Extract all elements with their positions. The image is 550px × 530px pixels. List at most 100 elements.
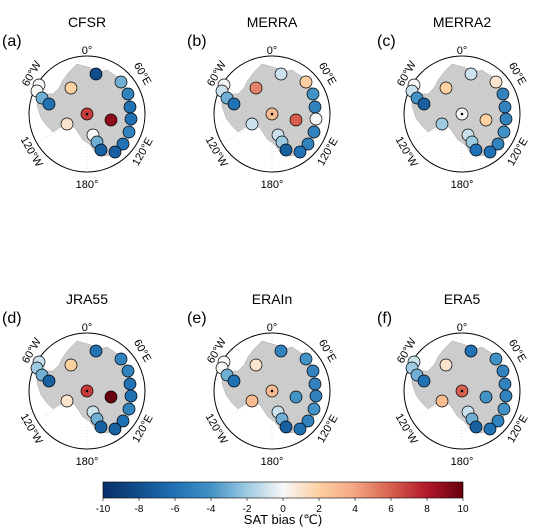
station-marker bbox=[227, 374, 241, 388]
station-marker bbox=[42, 97, 56, 111]
station-marker bbox=[121, 87, 135, 101]
station-marker bbox=[121, 364, 135, 378]
station-marker bbox=[498, 100, 512, 114]
station-marker bbox=[496, 87, 510, 101]
station-marker bbox=[497, 402, 511, 416]
panel-letter: (d) bbox=[2, 310, 22, 327]
station-marker bbox=[496, 364, 510, 378]
station-marker bbox=[464, 344, 478, 358]
station-marker bbox=[249, 81, 263, 95]
station-marker bbox=[249, 358, 263, 372]
station-marker bbox=[491, 414, 505, 428]
longitude-label: 180° bbox=[261, 179, 284, 191]
colorbar-tick-label: -10 bbox=[96, 504, 111, 515]
panel-letter: (b) bbox=[187, 33, 207, 50]
panel-letter: (f) bbox=[377, 310, 392, 327]
colorbar-tick-label: 10 bbox=[457, 504, 469, 515]
station-marker bbox=[464, 67, 478, 81]
station-marker bbox=[108, 145, 122, 159]
station-marker bbox=[307, 125, 321, 139]
panel-title: CFSR bbox=[68, 14, 106, 30]
longitude-label: 180° bbox=[261, 456, 284, 468]
station-marker bbox=[439, 81, 453, 95]
station-marker bbox=[489, 75, 503, 89]
station-marker bbox=[469, 420, 483, 434]
station-marker bbox=[104, 390, 118, 404]
colorbar: -10 -8 -6 -4 -2 0 2 4 6 8 10 SAT bias (℃) bbox=[96, 481, 469, 527]
station-marker bbox=[299, 75, 313, 89]
station-marker bbox=[497, 125, 511, 139]
longitude-label: 0° bbox=[457, 322, 468, 334]
colorbar-ticks: -10 -8 -6 -4 -2 0 2 4 6 8 10 bbox=[96, 498, 469, 515]
station-marker bbox=[306, 364, 320, 378]
south-pole-dot bbox=[85, 112, 89, 116]
station-marker bbox=[123, 377, 137, 391]
colorbar-tick-label: -4 bbox=[207, 504, 216, 515]
south-pole-dot bbox=[85, 389, 89, 393]
south-pole-dot bbox=[270, 112, 274, 116]
colorbar-tick-label: 2 bbox=[316, 504, 322, 515]
longitude-label: 0° bbox=[457, 45, 468, 57]
station-marker bbox=[64, 358, 78, 372]
station-marker bbox=[479, 390, 493, 404]
panel-letter: (e) bbox=[187, 310, 207, 327]
station-marker bbox=[301, 414, 315, 428]
station-marker bbox=[289, 113, 303, 127]
station-marker bbox=[122, 125, 136, 139]
longitude-label: 180° bbox=[451, 179, 474, 191]
station-marker bbox=[498, 377, 512, 391]
south-pole-dot bbox=[270, 389, 274, 393]
station-marker bbox=[299, 352, 313, 366]
station-marker bbox=[94, 420, 108, 434]
colorbar-tick-label: 0 bbox=[280, 504, 286, 515]
station-marker bbox=[309, 389, 323, 403]
panel-title: ERA5 bbox=[444, 291, 481, 307]
station-marker bbox=[279, 143, 293, 157]
station-marker bbox=[89, 67, 103, 81]
panel-title: MERRA bbox=[247, 14, 298, 30]
panel-title: JRA55 bbox=[66, 291, 108, 307]
station-marker bbox=[116, 414, 130, 428]
station-marker bbox=[499, 389, 513, 403]
panel-title: MERRA2 bbox=[433, 14, 492, 30]
station-marker bbox=[274, 344, 288, 358]
longitude-label: 0° bbox=[267, 322, 278, 334]
station-marker bbox=[124, 112, 138, 126]
station-marker bbox=[60, 117, 74, 131]
station-marker bbox=[104, 113, 118, 127]
colorbar-tick-label: 6 bbox=[388, 504, 394, 515]
station-marker bbox=[301, 137, 315, 151]
station-marker bbox=[479, 113, 493, 127]
station-marker bbox=[64, 81, 78, 95]
south-pole-dot bbox=[460, 112, 464, 116]
station-marker bbox=[289, 390, 303, 404]
station-marker bbox=[274, 67, 288, 81]
south-pole-dot bbox=[460, 389, 464, 393]
station-marker bbox=[114, 75, 128, 89]
station-marker bbox=[491, 137, 505, 151]
station-marker bbox=[124, 389, 138, 403]
station-marker bbox=[306, 87, 320, 101]
colorbar-tick-label: 4 bbox=[352, 504, 358, 515]
station-marker bbox=[483, 145, 497, 159]
colorbar-tick-label: -2 bbox=[243, 504, 252, 515]
station-marker bbox=[469, 143, 483, 157]
station-marker bbox=[307, 402, 321, 416]
panel-letter: (a) bbox=[2, 33, 22, 50]
station-marker bbox=[227, 97, 241, 111]
longitude-label: 180° bbox=[76, 179, 99, 191]
colorbar-ramp bbox=[102, 481, 464, 499]
station-marker bbox=[279, 420, 293, 434]
station-marker bbox=[417, 97, 431, 111]
panel-title: ERAIn bbox=[252, 291, 292, 307]
station-marker bbox=[489, 352, 503, 366]
station-marker bbox=[42, 374, 56, 388]
